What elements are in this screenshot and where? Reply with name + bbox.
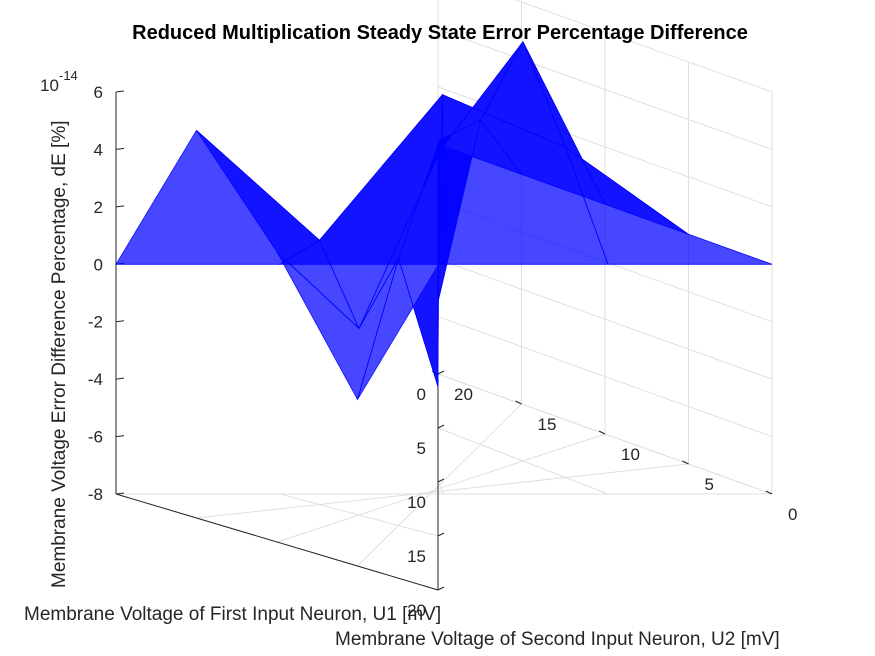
x-tick-mark	[437, 478, 445, 483]
y-tick-label: 0	[788, 505, 797, 524]
z-tick-mark	[115, 90, 125, 93]
z-tick-mark	[115, 435, 125, 438]
x-tick-label: 5	[417, 439, 426, 458]
chart-title: Reduced Multiplication Steady State Erro…	[132, 22, 748, 44]
grid-lines	[115, 0, 773, 591]
grid-line-y	[357, 403, 522, 567]
x-tick-label: 10	[407, 493, 426, 512]
y-tick-label: 20	[454, 385, 473, 404]
x-tick-label: 20	[407, 601, 426, 620]
error-surface	[115, 40, 773, 401]
x-tick-label: 15	[407, 547, 426, 566]
surface-patch	[357, 257, 439, 400]
grid-line-y	[196, 463, 689, 519]
z-tick-label: 2	[94, 198, 103, 217]
z-tick-mark	[115, 147, 125, 150]
z-tick-label: -8	[88, 485, 103, 504]
grid-line-y	[276, 433, 606, 543]
y-tick-mark	[598, 430, 606, 435]
z-tick-label: -4	[88, 370, 103, 389]
z-tick-mark	[115, 205, 125, 208]
y-tick-mark	[515, 400, 522, 405]
y-tick-mark	[765, 490, 773, 495]
y-axis-label: Membrane Voltage of Second Input Neuron,…	[335, 629, 780, 650]
tick-labels: -8 -6 -4 -2 0 2 4 6 0 5 10 15 20 0 5 10 15 20	[88, 83, 798, 620]
z-tick-mark	[115, 492, 125, 495]
z-tick-label: 4	[94, 140, 103, 159]
z-axis-label: Membrane Voltage Error Difference Percen…	[49, 120, 70, 588]
x-tick-mark	[437, 424, 445, 429]
x-tick-label: 0	[417, 385, 426, 404]
z-tick-label: -2	[88, 313, 103, 332]
z-tick-label: -6	[88, 428, 103, 447]
z-tick-mark	[115, 320, 125, 323]
axis-box	[115, 90, 773, 591]
z-tick-label: 0	[94, 255, 103, 274]
y-tick-label: 15	[538, 415, 557, 434]
z-tick-mark	[115, 377, 125, 380]
z-exponent-power: -14	[59, 68, 78, 83]
x-tick-mark	[437, 532, 445, 537]
x-axis-line	[115, 493, 439, 591]
x-tick-mark	[437, 370, 445, 375]
y-tick-label: 5	[705, 475, 714, 494]
z-tick-label: 6	[94, 83, 103, 102]
z-exponent-label: 10 -14	[40, 68, 78, 95]
x-axis-label: Membrane Voltage of First Input Neuron, …	[24, 604, 441, 625]
x-tick-mark	[437, 586, 445, 591]
y-tick-mark	[682, 460, 689, 465]
z-exponent-base: 10	[40, 76, 59, 95]
y-tick-label: 10	[621, 445, 640, 464]
